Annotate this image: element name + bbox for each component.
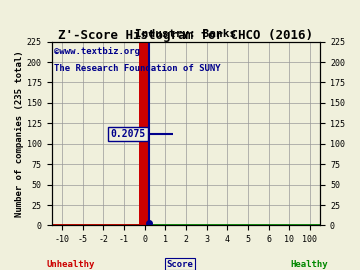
Text: Healthy: Healthy xyxy=(290,260,328,269)
Bar xyxy=(139,42,150,225)
Text: ©www.textbiz.org: ©www.textbiz.org xyxy=(54,47,140,56)
Y-axis label: Number of companies (235 total): Number of companies (235 total) xyxy=(15,50,24,217)
Text: Score: Score xyxy=(167,260,193,269)
Text: Industry: Banks: Industry: Banks xyxy=(135,29,237,39)
Text: 0.2075: 0.2075 xyxy=(110,129,145,139)
Title: Z'-Score Histogram for CHCO (2016): Z'-Score Histogram for CHCO (2016) xyxy=(58,29,314,42)
Text: The Research Foundation of SUNY: The Research Foundation of SUNY xyxy=(54,64,221,73)
Text: Unhealthy: Unhealthy xyxy=(47,260,95,269)
